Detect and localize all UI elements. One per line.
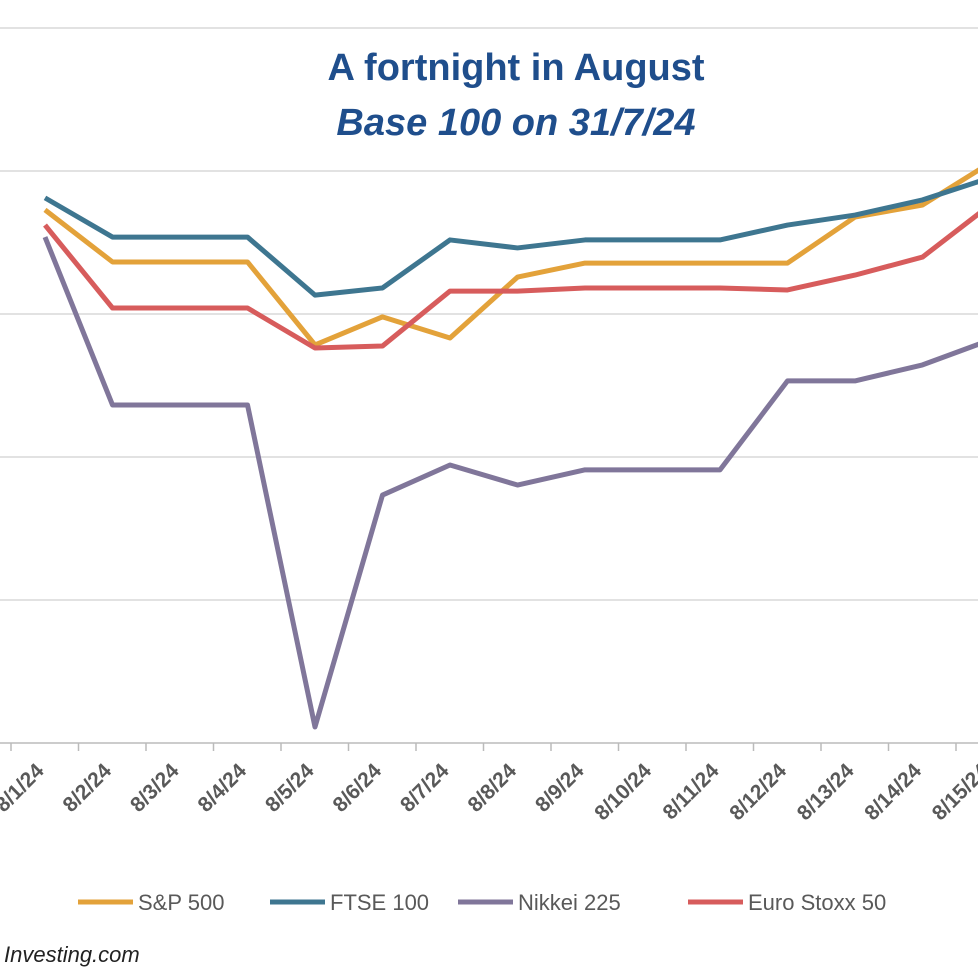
series-line [42, 236, 978, 730]
x-tick-label: 8/14/24 [860, 759, 926, 825]
chart-subtitle: Base 100 on 31/7/24 [336, 102, 695, 144]
x-tick-label: 8/11/24 [659, 759, 724, 824]
x-tick-label: 8/8/24 [463, 759, 521, 817]
series-line [43, 211, 978, 351]
x-tick-label: 8/9/24 [531, 759, 589, 817]
x-tick-label: 8/4/24 [193, 759, 251, 817]
x-tick-label: 8/6/24 [328, 759, 386, 817]
x-tick-label: 8/5/24 [261, 759, 319, 817]
source-note: Investing.com [4, 942, 140, 967]
x-tick-label: 8/3/24 [126, 759, 184, 817]
chart-title: A fortnight in August [327, 47, 704, 89]
legend-label: S&P 500 [138, 890, 224, 915]
x-tick-label: 8/15/24 [928, 759, 978, 825]
x-tick-label: 8/13/24 [793, 759, 859, 825]
legend-label: Nikkei 225 [518, 890, 621, 915]
x-tick-label: 8/12/24 [725, 759, 791, 825]
x-tick-label: 8/2/24 [58, 759, 116, 817]
x-tick-label: 8/10/24 [590, 759, 656, 825]
legend-label: Euro Stoxx 50 [748, 890, 886, 915]
series-line [43, 179, 978, 298]
x-tick-label: 8/1/24 [0, 759, 49, 817]
x-tick-label: 8/7/24 [396, 759, 454, 817]
legend-label: FTSE 100 [330, 890, 429, 915]
series-line [43, 167, 978, 348]
